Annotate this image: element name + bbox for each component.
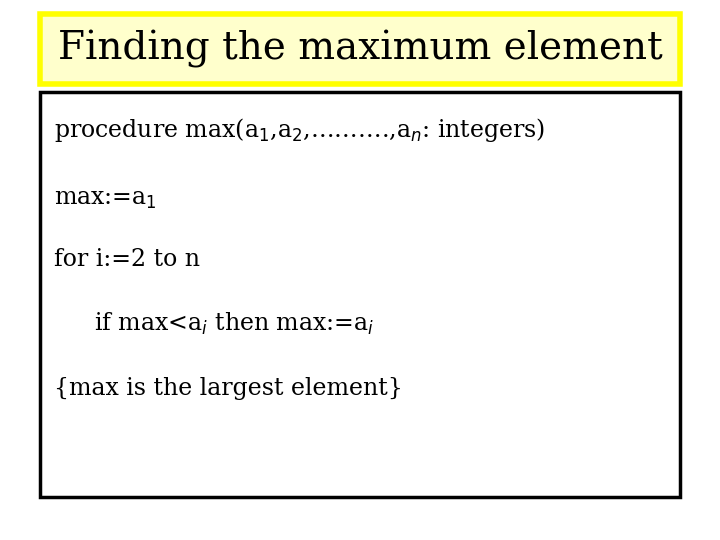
Text: max:=a$_1$: max:=a$_1$ [54, 188, 157, 211]
Text: procedure max(a$_1$,a$_2$,……….,a$_n$: integers): procedure max(a$_1$,a$_2$,……….,a$_n$: in… [54, 116, 545, 144]
FancyBboxPatch shape [40, 92, 680, 497]
Text: if max<a$_i$ then max:=a$_i$: if max<a$_i$ then max:=a$_i$ [94, 311, 374, 337]
Text: Finding the maximum element: Finding the maximum element [58, 30, 662, 68]
Text: {max is the largest element}: {max is the largest element} [54, 377, 403, 400]
FancyBboxPatch shape [40, 14, 680, 84]
Text: for i:=2 to n: for i:=2 to n [54, 248, 200, 271]
